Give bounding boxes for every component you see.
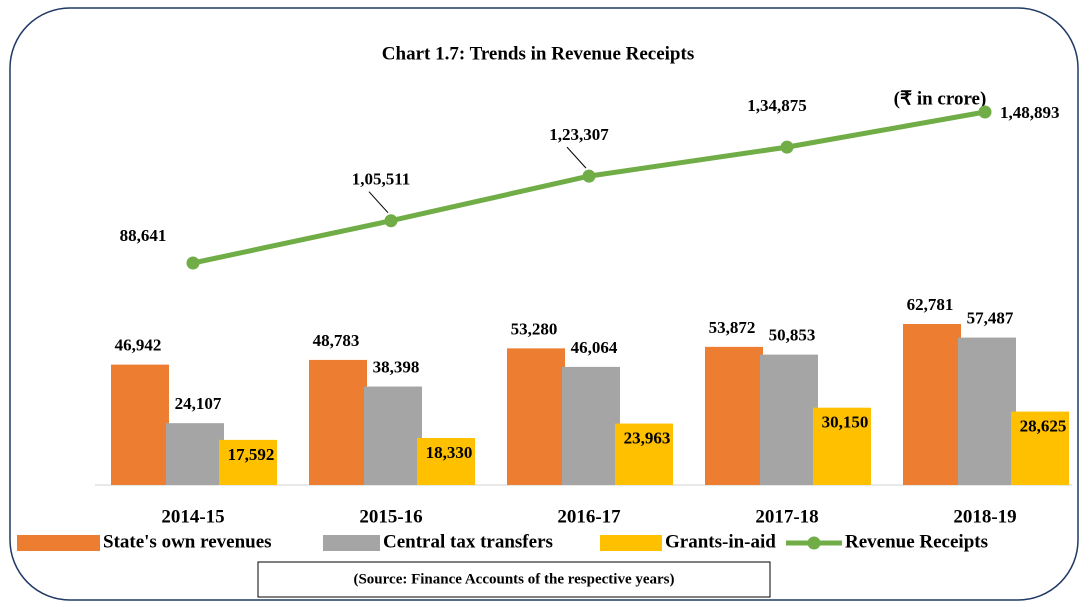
bar bbox=[760, 354, 818, 485]
data-label: 53,872 bbox=[709, 318, 756, 337]
bar bbox=[111, 364, 169, 485]
legend-swatch bbox=[17, 535, 100, 551]
frame bbox=[9, 7, 1079, 601]
data-label: 23,963 bbox=[624, 428, 671, 447]
bar bbox=[813, 407, 871, 485]
data-label: 24,107 bbox=[175, 394, 222, 413]
data-label: 46,064 bbox=[571, 338, 618, 357]
x-tick-label: 2016-17 bbox=[557, 506, 621, 527]
bar bbox=[958, 337, 1016, 485]
legend-label: State's own revenues bbox=[103, 531, 272, 552]
chart-title: Chart 1.7: Trends in Revenue Receipts bbox=[382, 43, 694, 64]
legend-label: Revenue Receipts bbox=[845, 531, 988, 552]
unit-label: (₹ in crore) bbox=[894, 88, 987, 109]
x-tick-label: 2015-16 bbox=[359, 506, 422, 527]
x-tick-label: 2017-18 bbox=[755, 506, 818, 527]
bar bbox=[364, 386, 422, 485]
data-label: 53,280 bbox=[511, 319, 558, 338]
bar bbox=[166, 423, 224, 485]
data-label: 1,34,875 bbox=[747, 96, 807, 115]
bar bbox=[219, 439, 277, 485]
bar bbox=[705, 346, 763, 485]
data-label: 46,942 bbox=[115, 336, 162, 355]
data-label: 62,781 bbox=[907, 295, 954, 314]
data-label: 38,398 bbox=[373, 357, 420, 376]
bar bbox=[309, 359, 367, 485]
line-point bbox=[978, 105, 992, 119]
data-label: 48,783 bbox=[313, 331, 360, 350]
data-label: 88,641 bbox=[120, 226, 167, 245]
x-tick-label: 2014-15 bbox=[161, 506, 224, 527]
line-point bbox=[186, 256, 200, 270]
bar bbox=[507, 348, 565, 485]
line-point bbox=[582, 169, 596, 183]
data-label: 1,48,893 bbox=[1000, 103, 1060, 122]
data-label: 17,592 bbox=[228, 445, 275, 464]
leader-line bbox=[566, 146, 587, 169]
legend-swatch bbox=[323, 535, 380, 551]
bar bbox=[903, 324, 961, 485]
data-label: 50,853 bbox=[769, 325, 816, 344]
bar bbox=[562, 366, 620, 485]
legend-swatch bbox=[600, 535, 662, 551]
data-label: 1,05,511 bbox=[352, 170, 411, 189]
leader-line bbox=[368, 191, 389, 214]
legend-label: Grants-in-aid bbox=[665, 531, 776, 552]
data-label: 30,150 bbox=[822, 413, 869, 432]
bar bbox=[1011, 411, 1069, 485]
bar bbox=[417, 437, 475, 485]
source-box bbox=[257, 561, 771, 598]
data-label: 1,23,307 bbox=[549, 125, 609, 144]
data-label: 57,487 bbox=[967, 308, 1014, 327]
legend-swatch bbox=[807, 536, 821, 550]
bar bbox=[615, 423, 673, 485]
data-label: 28,625 bbox=[1020, 416, 1067, 435]
line-point bbox=[780, 140, 794, 154]
line-point bbox=[384, 214, 398, 228]
source-note: (Source: Finance Accounts of the respect… bbox=[353, 571, 674, 587]
legend-label: Central tax transfers bbox=[383, 531, 553, 552]
data-label: 18,330 bbox=[426, 443, 473, 462]
x-tick-label: 2018-19 bbox=[953, 506, 1016, 527]
